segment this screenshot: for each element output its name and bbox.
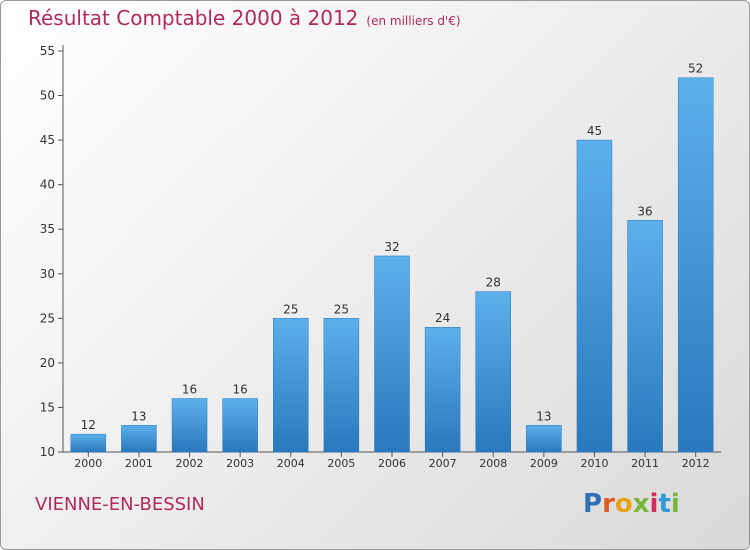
bar [424,326,461,453]
bar [171,398,208,453]
x-tick-label: 2001 [125,457,153,470]
x-tick-label: 2011 [631,457,659,470]
bar [627,220,663,453]
y-tick-label: 25 [40,311,55,325]
bar-value-label: 32 [384,240,399,254]
x-tick-label: 2005 [327,457,355,470]
y-tick-label: 15 [40,400,55,414]
bar-value-label: 28 [486,276,501,290]
x-tick-label: 2002 [176,457,204,470]
y-tick-label: 30 [40,267,55,281]
logo-letter: P [583,489,603,519]
logo-letter: o [614,489,633,519]
y-tick-label: 45 [40,133,55,147]
x-tick-label: 2012 [682,457,710,470]
bar [475,291,511,453]
bar-value-label: 25 [334,302,349,316]
bar [273,318,309,453]
place-name: VIENNE-EN-BESSIN [35,494,205,515]
bar-value-label: 36 [637,204,652,218]
y-tick-label: 50 [40,89,55,103]
y-tick-label: 20 [40,356,55,370]
bar [70,433,107,453]
bar [121,425,157,453]
x-tick-label: 2003 [226,457,254,470]
bar [222,398,258,453]
bar [323,318,360,453]
bar-value-label: 13 [131,409,146,423]
bar-value-label: 13 [536,409,551,423]
y-tick-label: 35 [40,222,55,236]
proxiti-logo: Proxiti [583,489,680,519]
bar [374,255,410,453]
logo-letter: x [632,489,650,519]
bar-value-label: 52 [688,62,703,76]
x-tick-label: 2006 [378,457,406,470]
x-tick-label: 2000 [74,457,102,470]
x-tick-label: 2010 [580,457,608,470]
x-tick-label: 2009 [530,457,558,470]
y-tick-label: 10 [40,445,55,459]
chart-title: Résultat Comptable 2000 à 2012 (en millie… [28,6,461,30]
bar [526,425,562,453]
bar-value-label: 16 [233,383,248,397]
bar-value-label: 25 [283,302,298,316]
chart-title-text: Résultat Comptable 2000 à 2012 [28,6,359,30]
y-tick-label: 40 [40,178,55,192]
x-tick-label: 2004 [277,457,305,470]
bar-value-label: 45 [587,124,602,138]
logo-letter: t [658,489,671,519]
x-tick-label: 2007 [429,457,457,470]
chart-subtitle: (en milliers d'€) [366,14,461,28]
logo-letter: i [649,489,659,519]
bar-value-label: 12 [81,418,96,432]
bar-value-label: 16 [182,383,197,397]
logo-letter: r [602,489,615,519]
logo-letter: i [670,489,680,519]
y-tick-label: 55 [40,44,55,58]
bar [677,77,714,453]
x-tick-label: 2008 [479,457,507,470]
bar [576,139,613,453]
bar-value-label: 24 [435,311,450,325]
